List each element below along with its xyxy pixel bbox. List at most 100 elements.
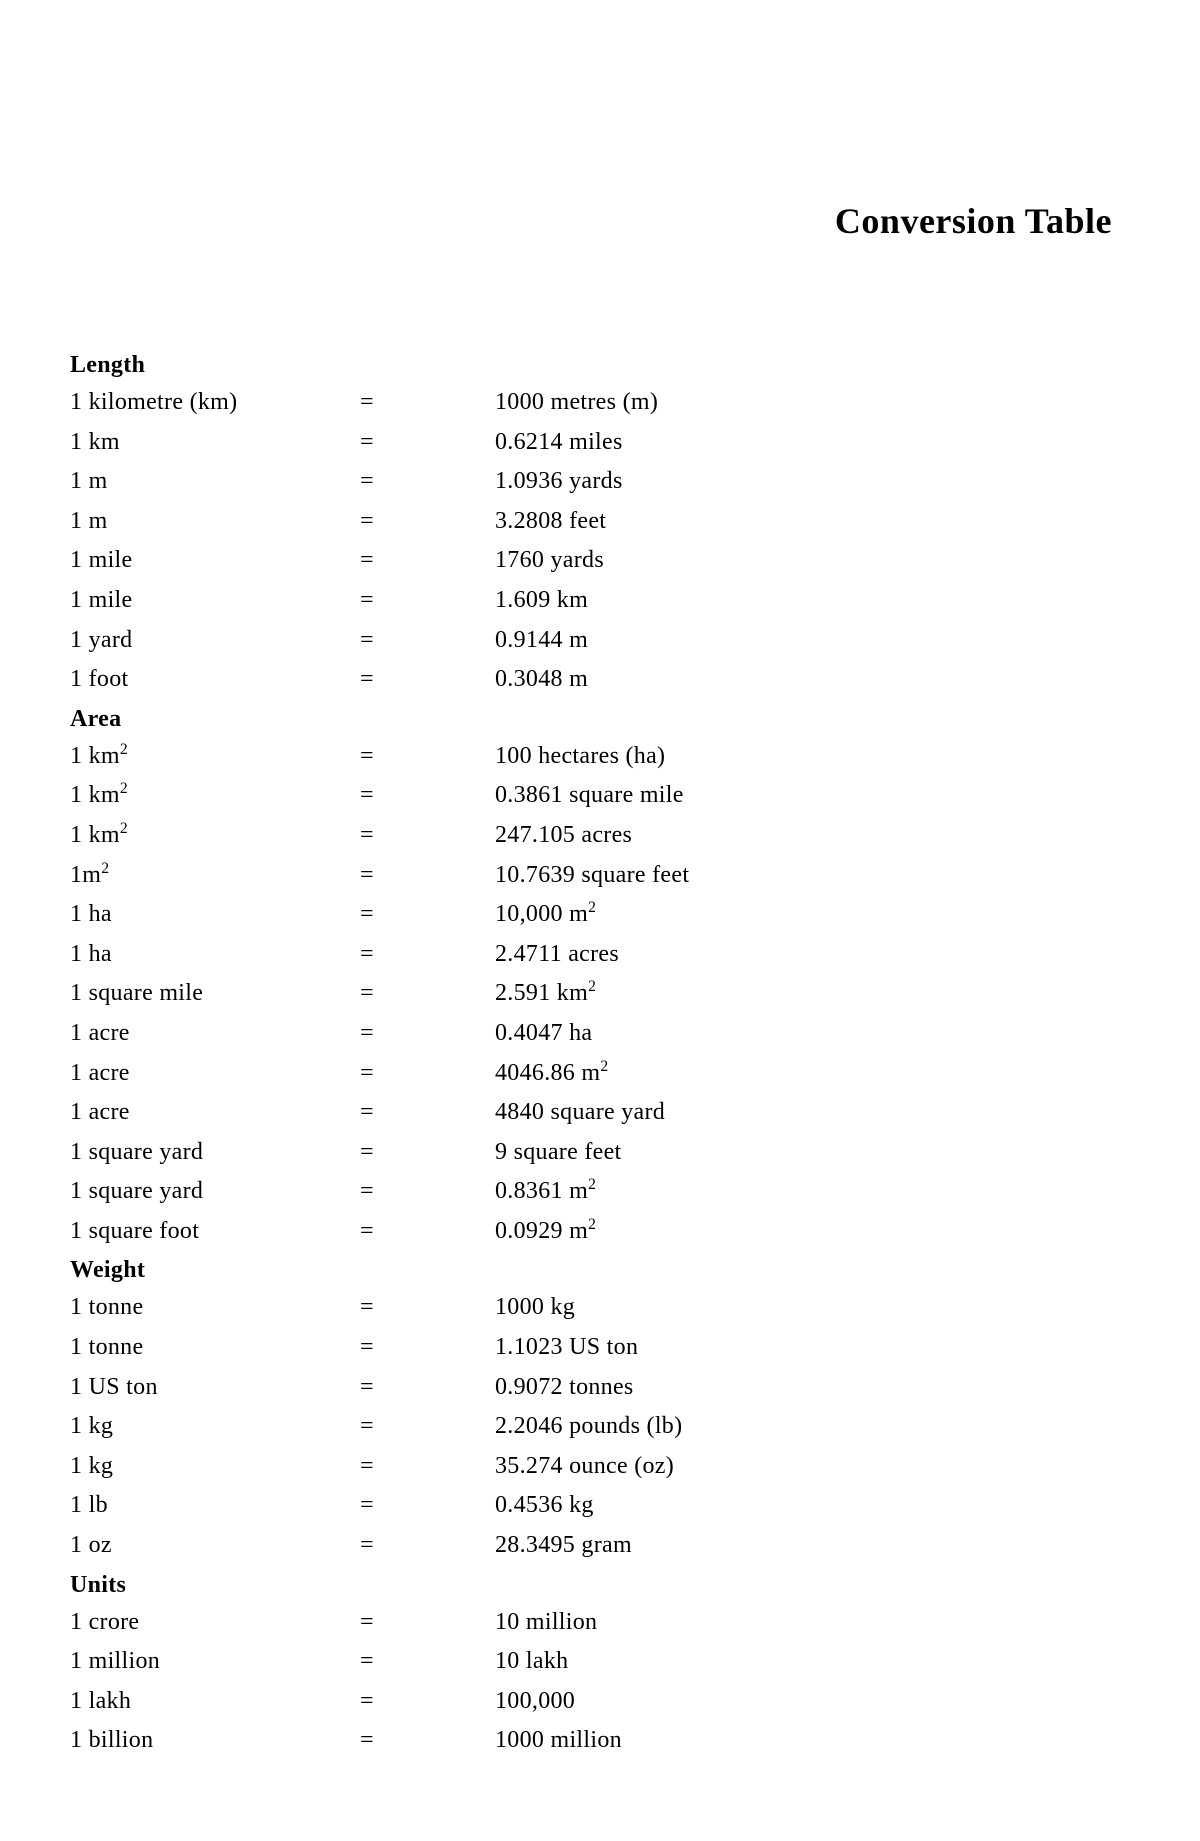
table-row: 1 foot=0.3048 m [70, 660, 1130, 700]
equals-cell: = [360, 935, 495, 975]
table-row: 1 kg=35.274 ounce (oz) [70, 1447, 1130, 1487]
from-cell: 1 ha [70, 895, 360, 935]
from-cell: 1 oz [70, 1526, 360, 1566]
equals-cell: = [360, 1368, 495, 1408]
to-cell: 10,000 m2 [495, 895, 1130, 935]
equals-cell: = [360, 423, 495, 463]
table-row: 1 square foot=0.0929 m2 [70, 1212, 1130, 1252]
from-cell: 1 acre [70, 1014, 360, 1054]
equals-cell: = [360, 462, 495, 502]
from-cell: 1 lb [70, 1486, 360, 1526]
table-row: 1 tonne=1000 kg [70, 1288, 1130, 1328]
equals-cell: = [360, 974, 495, 1014]
equals-cell: = [360, 1486, 495, 1526]
from-cell: 1 kg [70, 1407, 360, 1447]
from-cell: 1 US ton [70, 1368, 360, 1408]
equals-cell: = [360, 541, 495, 581]
equals-cell: = [360, 621, 495, 661]
table-row: 1 oz=28.3495 gram [70, 1526, 1130, 1566]
to-cell: 1.1023 US ton [495, 1328, 1130, 1368]
to-cell: 1760 yards [495, 541, 1130, 581]
to-cell: 1.0936 yards [495, 462, 1130, 502]
table-row: 1 square yard=0.8361 m2 [70, 1172, 1130, 1212]
to-cell: 0.3048 m [495, 660, 1130, 700]
from-cell: 1 yard [70, 621, 360, 661]
from-cell: 1 acre [70, 1054, 360, 1094]
to-cell: 2.4711 acres [495, 935, 1130, 975]
section-heading: Units [70, 1572, 1130, 1599]
equals-cell: = [360, 856, 495, 896]
table-row: 1 km2=0.3861 square mile [70, 776, 1130, 816]
equals-cell: = [360, 502, 495, 542]
table-row: 1 million=10 lakh [70, 1642, 1130, 1682]
equals-cell: = [360, 1212, 495, 1252]
table-row: 1m2=10.7639 square feet [70, 856, 1130, 896]
to-cell: 0.6214 miles [495, 423, 1130, 463]
equals-cell: = [360, 581, 495, 621]
from-cell: 1 foot [70, 660, 360, 700]
table-row: 1 acre=4840 square yard [70, 1093, 1130, 1133]
conversion-table: 1 tonne=1000 kg1 tonne=1.1023 US ton1 US… [70, 1288, 1130, 1565]
table-row: 1 ha=2.4711 acres [70, 935, 1130, 975]
equals-cell: = [360, 737, 495, 777]
to-cell: 1000 kg [495, 1288, 1130, 1328]
table-row: 1 mile=1760 yards [70, 541, 1130, 581]
from-cell: 1 m [70, 502, 360, 542]
equals-cell: = [360, 1642, 495, 1682]
sections-container: Length1 kilometre (km)=1000 metres (m)1 … [70, 352, 1130, 1761]
equals-cell: = [360, 1682, 495, 1722]
equals-cell: = [360, 1603, 495, 1643]
from-cell: 1 km2 [70, 776, 360, 816]
from-cell: 1 m [70, 462, 360, 502]
table-row: 1 m=1.0936 yards [70, 462, 1130, 502]
equals-cell: = [360, 1526, 495, 1566]
section-heading: Area [70, 706, 1130, 733]
conversion-table: 1 kilometre (km)=1000 metres (m)1 km=0.6… [70, 383, 1130, 700]
to-cell: 0.4047 ha [495, 1014, 1130, 1054]
to-cell: 1.609 km [495, 581, 1130, 621]
table-row: 1 kilometre (km)=1000 metres (m) [70, 383, 1130, 423]
equals-cell: = [360, 1407, 495, 1447]
from-cell: 1 mile [70, 581, 360, 621]
from-cell: 1 lakh [70, 1682, 360, 1722]
table-row: 1 US ton=0.9072 tonnes [70, 1368, 1130, 1408]
to-cell: 9 square feet [495, 1133, 1130, 1173]
section-heading: Length [70, 352, 1130, 379]
from-cell: 1 km [70, 423, 360, 463]
to-cell: 100,000 [495, 1682, 1130, 1722]
from-cell: 1 square mile [70, 974, 360, 1014]
equals-cell: = [360, 1447, 495, 1487]
table-row: 1 kg=2.2046 pounds (lb) [70, 1407, 1130, 1447]
table-row: 1 lb=0.4536 kg [70, 1486, 1130, 1526]
equals-cell: = [360, 383, 495, 423]
to-cell: 2.2046 pounds (lb) [495, 1407, 1130, 1447]
table-row: 1 acre=0.4047 ha [70, 1014, 1130, 1054]
to-cell: 247.105 acres [495, 816, 1130, 856]
equals-cell: = [360, 1133, 495, 1173]
from-cell: 1 kilometre (km) [70, 383, 360, 423]
table-row: 1 tonne=1.1023 US ton [70, 1328, 1130, 1368]
from-cell: 1 tonne [70, 1288, 360, 1328]
table-row: 1 km2=247.105 acres [70, 816, 1130, 856]
table-row: 1 km2=100 hectares (ha) [70, 737, 1130, 777]
to-cell: 0.0929 m2 [495, 1212, 1130, 1252]
from-cell: 1 billion [70, 1721, 360, 1761]
to-cell: 35.274 ounce (oz) [495, 1447, 1130, 1487]
from-cell: 1 kg [70, 1447, 360, 1487]
page-title: Conversion Table [70, 200, 1130, 242]
to-cell: 10 lakh [495, 1642, 1130, 1682]
to-cell: 28.3495 gram [495, 1526, 1130, 1566]
to-cell: 0.9072 tonnes [495, 1368, 1130, 1408]
table-row: 1 square mile=2.591 km2 [70, 974, 1130, 1014]
to-cell: 3.2808 feet [495, 502, 1130, 542]
to-cell: 1000 million [495, 1721, 1130, 1761]
table-row: 1 ha=10,000 m2 [70, 895, 1130, 935]
to-cell: 0.4536 kg [495, 1486, 1130, 1526]
to-cell: 2.591 km2 [495, 974, 1130, 1014]
from-cell: 1 acre [70, 1093, 360, 1133]
table-row: 1 km=0.6214 miles [70, 423, 1130, 463]
table-row: 1 acre=4046.86 m2 [70, 1054, 1130, 1094]
to-cell: 0.9144 m [495, 621, 1130, 661]
to-cell: 0.3861 square mile [495, 776, 1130, 816]
table-row: 1 yard=0.9144 m [70, 621, 1130, 661]
